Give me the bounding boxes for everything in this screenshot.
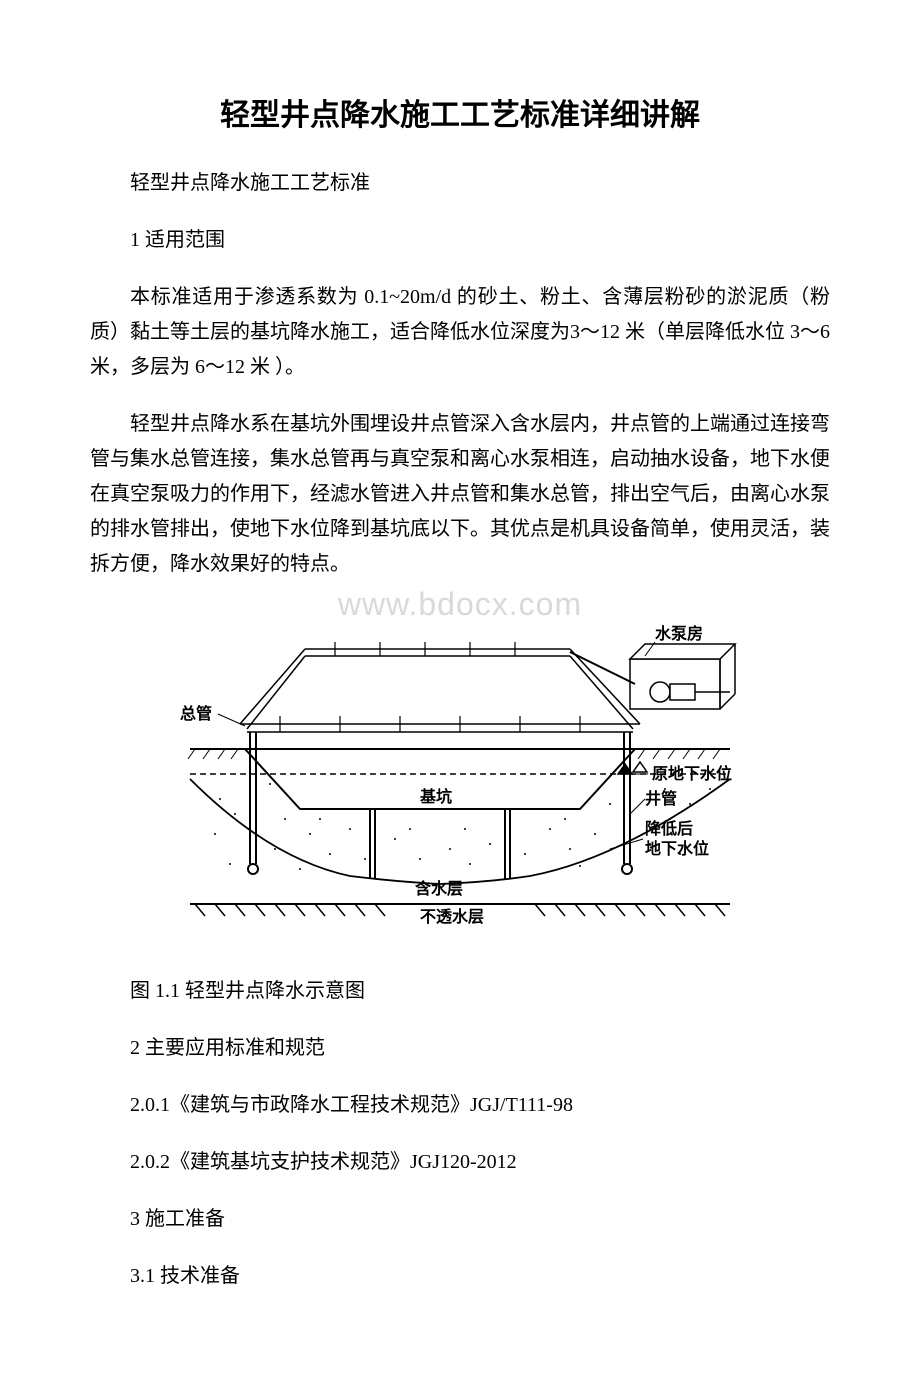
label-well-pipe: 井管 [645,789,677,808]
section-2-heading: 2 主要应用标准和规范 [90,1031,830,1066]
paragraph-scope: 本标准适用于渗透系数为 0.1~20m/d 的砂土、粉土、含薄层粉砂的淤泥质（粉… [90,280,830,385]
standard-ref-1: 2.0.1《建筑与市政降水工程技术规范》JGJ/T111-98 [90,1088,830,1123]
section-3-heading: 3 施工准备 [90,1202,830,1237]
label-aquifer: 含水层 [415,879,463,898]
figure-caption: 图 1.1 轻型井点降水示意图 [90,974,830,1009]
paragraph-description: 轻型井点降水系在基坑外围埋设井点管深入含水层内，井点管的上端通过连接弯管与集水总… [90,407,830,582]
figure-1-1: www.bdocx.com [170,604,750,949]
label-lowered-1: 降低后 [645,819,693,838]
label-pump-house: 水泵房 [655,624,703,643]
document-title: 轻型井点降水施工工艺标准详细讲解 [90,90,830,134]
label-pit: 基坑 [419,787,452,806]
label-original-water-level: 原地下水位 [652,764,732,783]
label-impermeable: 不透水层 [420,907,484,926]
wellpoint-diagram: 水泵房 总管 原地下水位 井管 降低后 地下水位 基坑 含水层 不透水层 [170,604,750,944]
section-3-1-heading: 3.1 技术准备 [90,1259,830,1294]
section-1-heading: 1 适用范围 [90,223,830,258]
label-main-pipe: 总管 [180,704,212,723]
standard-ref-2: 2.0.2《建筑基坑支护技术规范》JGJ120-2012 [90,1145,830,1180]
label-lowered-2: 地下水位 [645,839,709,858]
paragraph-subtitle: 轻型井点降水施工工艺标准 [90,166,830,201]
